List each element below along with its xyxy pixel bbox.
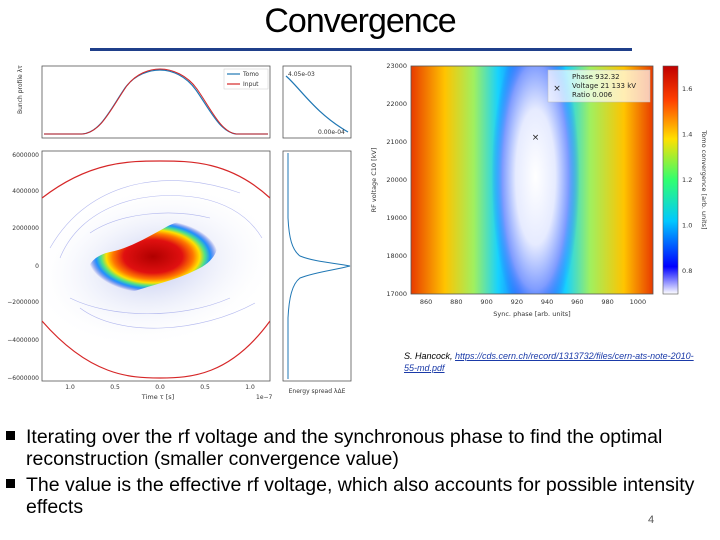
legend-tomo: Tomo	[242, 71, 259, 78]
bullet-item: Iterating over the rf voltage and the sy…	[6, 426, 712, 470]
heatmap-x-tick: 960	[571, 298, 583, 306]
convergence-figure: Bunch profile λτ Tomo Input 4.05e-03 0.0…	[7, 62, 708, 401]
colorbar: 1.6 1.4 1.2 1.0 0.8 Tomo convergence [arb. u…	[662, 65, 708, 295]
svg-text:−4000000: −4000000	[7, 337, 39, 344]
phase-y-ticks: 6000000 4000000 2000000 0 −2000000 −4000…	[7, 152, 39, 382]
square-bullet-icon	[6, 479, 15, 488]
heatmap-x-tick: 1000	[630, 298, 647, 306]
energy-spread-panel: Energy spread λΔE	[282, 150, 352, 395]
annotation-voltage: Voltage 21 133 kV	[572, 82, 636, 90]
side-value-panel: 4.05e-03 0.00e-04	[282, 65, 352, 139]
heatmap-x-tick: 980	[601, 298, 613, 306]
heatmap-y-tick: 20000	[386, 176, 407, 184]
colorbar-ticks: 1.6 1.4 1.2 1.0 0.8	[682, 85, 692, 275]
bullet-text: The value is the effective rf voltage, w…	[26, 474, 695, 518]
svg-text:−6000000: −6000000	[7, 375, 39, 382]
svg-text:1.0: 1.0	[245, 384, 255, 391]
bunch-distribution	[88, 219, 218, 294]
legend-input: Input	[243, 81, 259, 88]
heatmap-y-tick: 19000	[386, 214, 407, 222]
side-top-value: 4.05e-03	[288, 71, 315, 78]
input-profile-curve	[44, 68, 268, 135]
svg-text:0.5: 0.5	[200, 384, 210, 391]
heatmap-xlabel: Sync. phase [arb. units]	[493, 310, 570, 318]
colorbar-tick: 1.4	[682, 130, 692, 138]
svg-text:−2000000: −2000000	[7, 299, 39, 306]
heatmap-y-ticks: 23000 22000 21000 20000 19000 18000 17000	[386, 62, 407, 298]
square-bullet-icon	[6, 431, 15, 440]
separatrix-bottom	[42, 320, 270, 379]
heatmap-x-tick: 940	[541, 298, 553, 306]
heatmap-y-tick: 22000	[386, 100, 407, 108]
heatmap-x-tick: 920	[511, 298, 523, 306]
convergence-trace	[285, 75, 349, 133]
svg-text:0: 0	[35, 263, 39, 270]
svg-text:6000000: 6000000	[12, 152, 39, 159]
colorbar-tick: 0.8	[682, 267, 692, 275]
slide-title: Convergence	[264, 2, 456, 40]
profile-ylabel: Bunch profile λτ	[17, 65, 24, 114]
separatrix-top	[42, 160, 270, 199]
page-number: 4	[648, 514, 655, 526]
bullet-text: Iterating over the rf voltage and the sy…	[26, 426, 663, 470]
annotation-ratio: Ratio 0.006	[572, 91, 613, 99]
figure-credit: S. Hancock, https://cds.cern.ch/record/1…	[404, 350, 694, 374]
phase-space-panel: 6000000 4000000 2000000 0 −2000000 −4000…	[7, 150, 273, 401]
phase-xlabel: Time τ [s]	[141, 393, 174, 401]
minimum-marker: ×	[532, 133, 540, 143]
side-bottom-value: 0.00e-04	[318, 129, 345, 136]
phase-x-ticks: 1.0 0.5 0.0 0.5 1.0	[65, 384, 255, 391]
profile-panel: Bunch profile λτ Tomo Input	[17, 65, 271, 139]
energy-spread-curve	[287, 153, 351, 379]
colorbar-tick: 1.6	[682, 85, 692, 93]
bullet-item: The value is the effective rf voltage, w…	[6, 474, 712, 518]
colorbar-label: Tomo convergence [arb. units]	[700, 129, 708, 229]
bullet-list: Iterating over the rf voltage and the sy…	[6, 426, 712, 522]
title-underline	[90, 48, 632, 51]
svg-text:0.5: 0.5	[110, 384, 120, 391]
heatmap-x-tick: 900	[480, 298, 492, 306]
legend-cross-icon: ×	[553, 84, 561, 94]
heatmap-y-tick: 23000	[386, 62, 407, 70]
phase-x-exponent: 1e−7	[256, 394, 273, 401]
svg-text:0.0: 0.0	[155, 384, 165, 391]
heatmap-x-tick: 880	[450, 298, 462, 306]
svg-text:1.0: 1.0	[65, 384, 75, 391]
credit-author: S. Hancock,	[404, 351, 456, 361]
heatmap-y-tick: 18000	[386, 252, 407, 260]
heatmap-x-tick: 860	[420, 298, 432, 306]
heatmap-y-tick: 21000	[386, 138, 407, 146]
heatmap-x-ticks: 860 880 900 920 940 960 980 1000	[420, 298, 646, 306]
svg-text:4000000: 4000000	[12, 188, 39, 195]
colorbar-tick: 1.0	[682, 222, 692, 230]
convergence-valley	[491, 66, 580, 294]
heatmap-y-tick: 17000	[386, 290, 407, 298]
energy-spread-xlabel: Energy spread λΔE	[289, 388, 346, 395]
annotation-phase: Phase 932.32	[572, 73, 620, 81]
minimum-annotation: × Phase 932.32 Voltage 21 133 kV Ratio 0…	[547, 69, 651, 103]
profile-legend: Tomo Input	[223, 68, 269, 90]
colorbar-tick: 1.2	[682, 176, 692, 184]
svg-text:2000000: 2000000	[12, 225, 39, 232]
credit-link[interactable]: https://cds.cern.ch/record/1313732/files…	[404, 351, 694, 373]
heatmap-ylabel: RF voltage C10 [kV]	[370, 148, 378, 213]
